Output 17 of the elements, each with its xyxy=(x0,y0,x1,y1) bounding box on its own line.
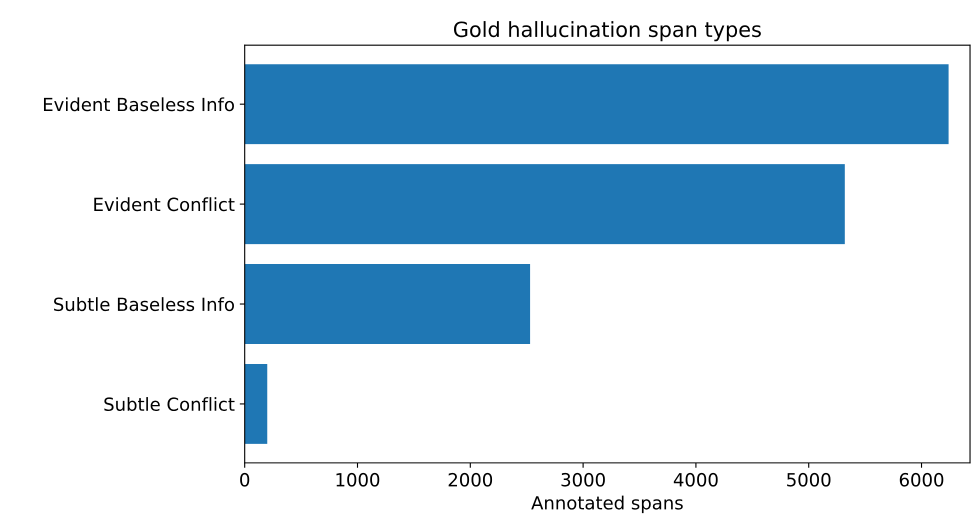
bar xyxy=(244,364,268,444)
x-tick-label: 2000 xyxy=(448,472,492,487)
x-tick-label: 5000 xyxy=(787,472,830,487)
y-tick-label: Evident Conflict xyxy=(94,197,235,212)
x-tick-label: 3000 xyxy=(562,472,605,487)
chart-title: Gold hallucination span types xyxy=(454,21,761,42)
x-axis-title: Annotated spans xyxy=(531,496,683,514)
y-tick-label: Evident Baseless Info xyxy=(44,97,234,112)
bar xyxy=(244,64,949,144)
y-tick-label: Subtle Baseless Info xyxy=(54,297,234,312)
x-tick-label: 6000 xyxy=(900,472,944,487)
x-tick-label: 4000 xyxy=(674,472,718,487)
x-tick-label: 1000 xyxy=(336,472,380,487)
bar xyxy=(244,264,530,344)
bar xyxy=(244,164,845,244)
y-tick-label: Subtle Conflict xyxy=(104,397,235,412)
x-tick-label: 0 xyxy=(240,472,250,487)
